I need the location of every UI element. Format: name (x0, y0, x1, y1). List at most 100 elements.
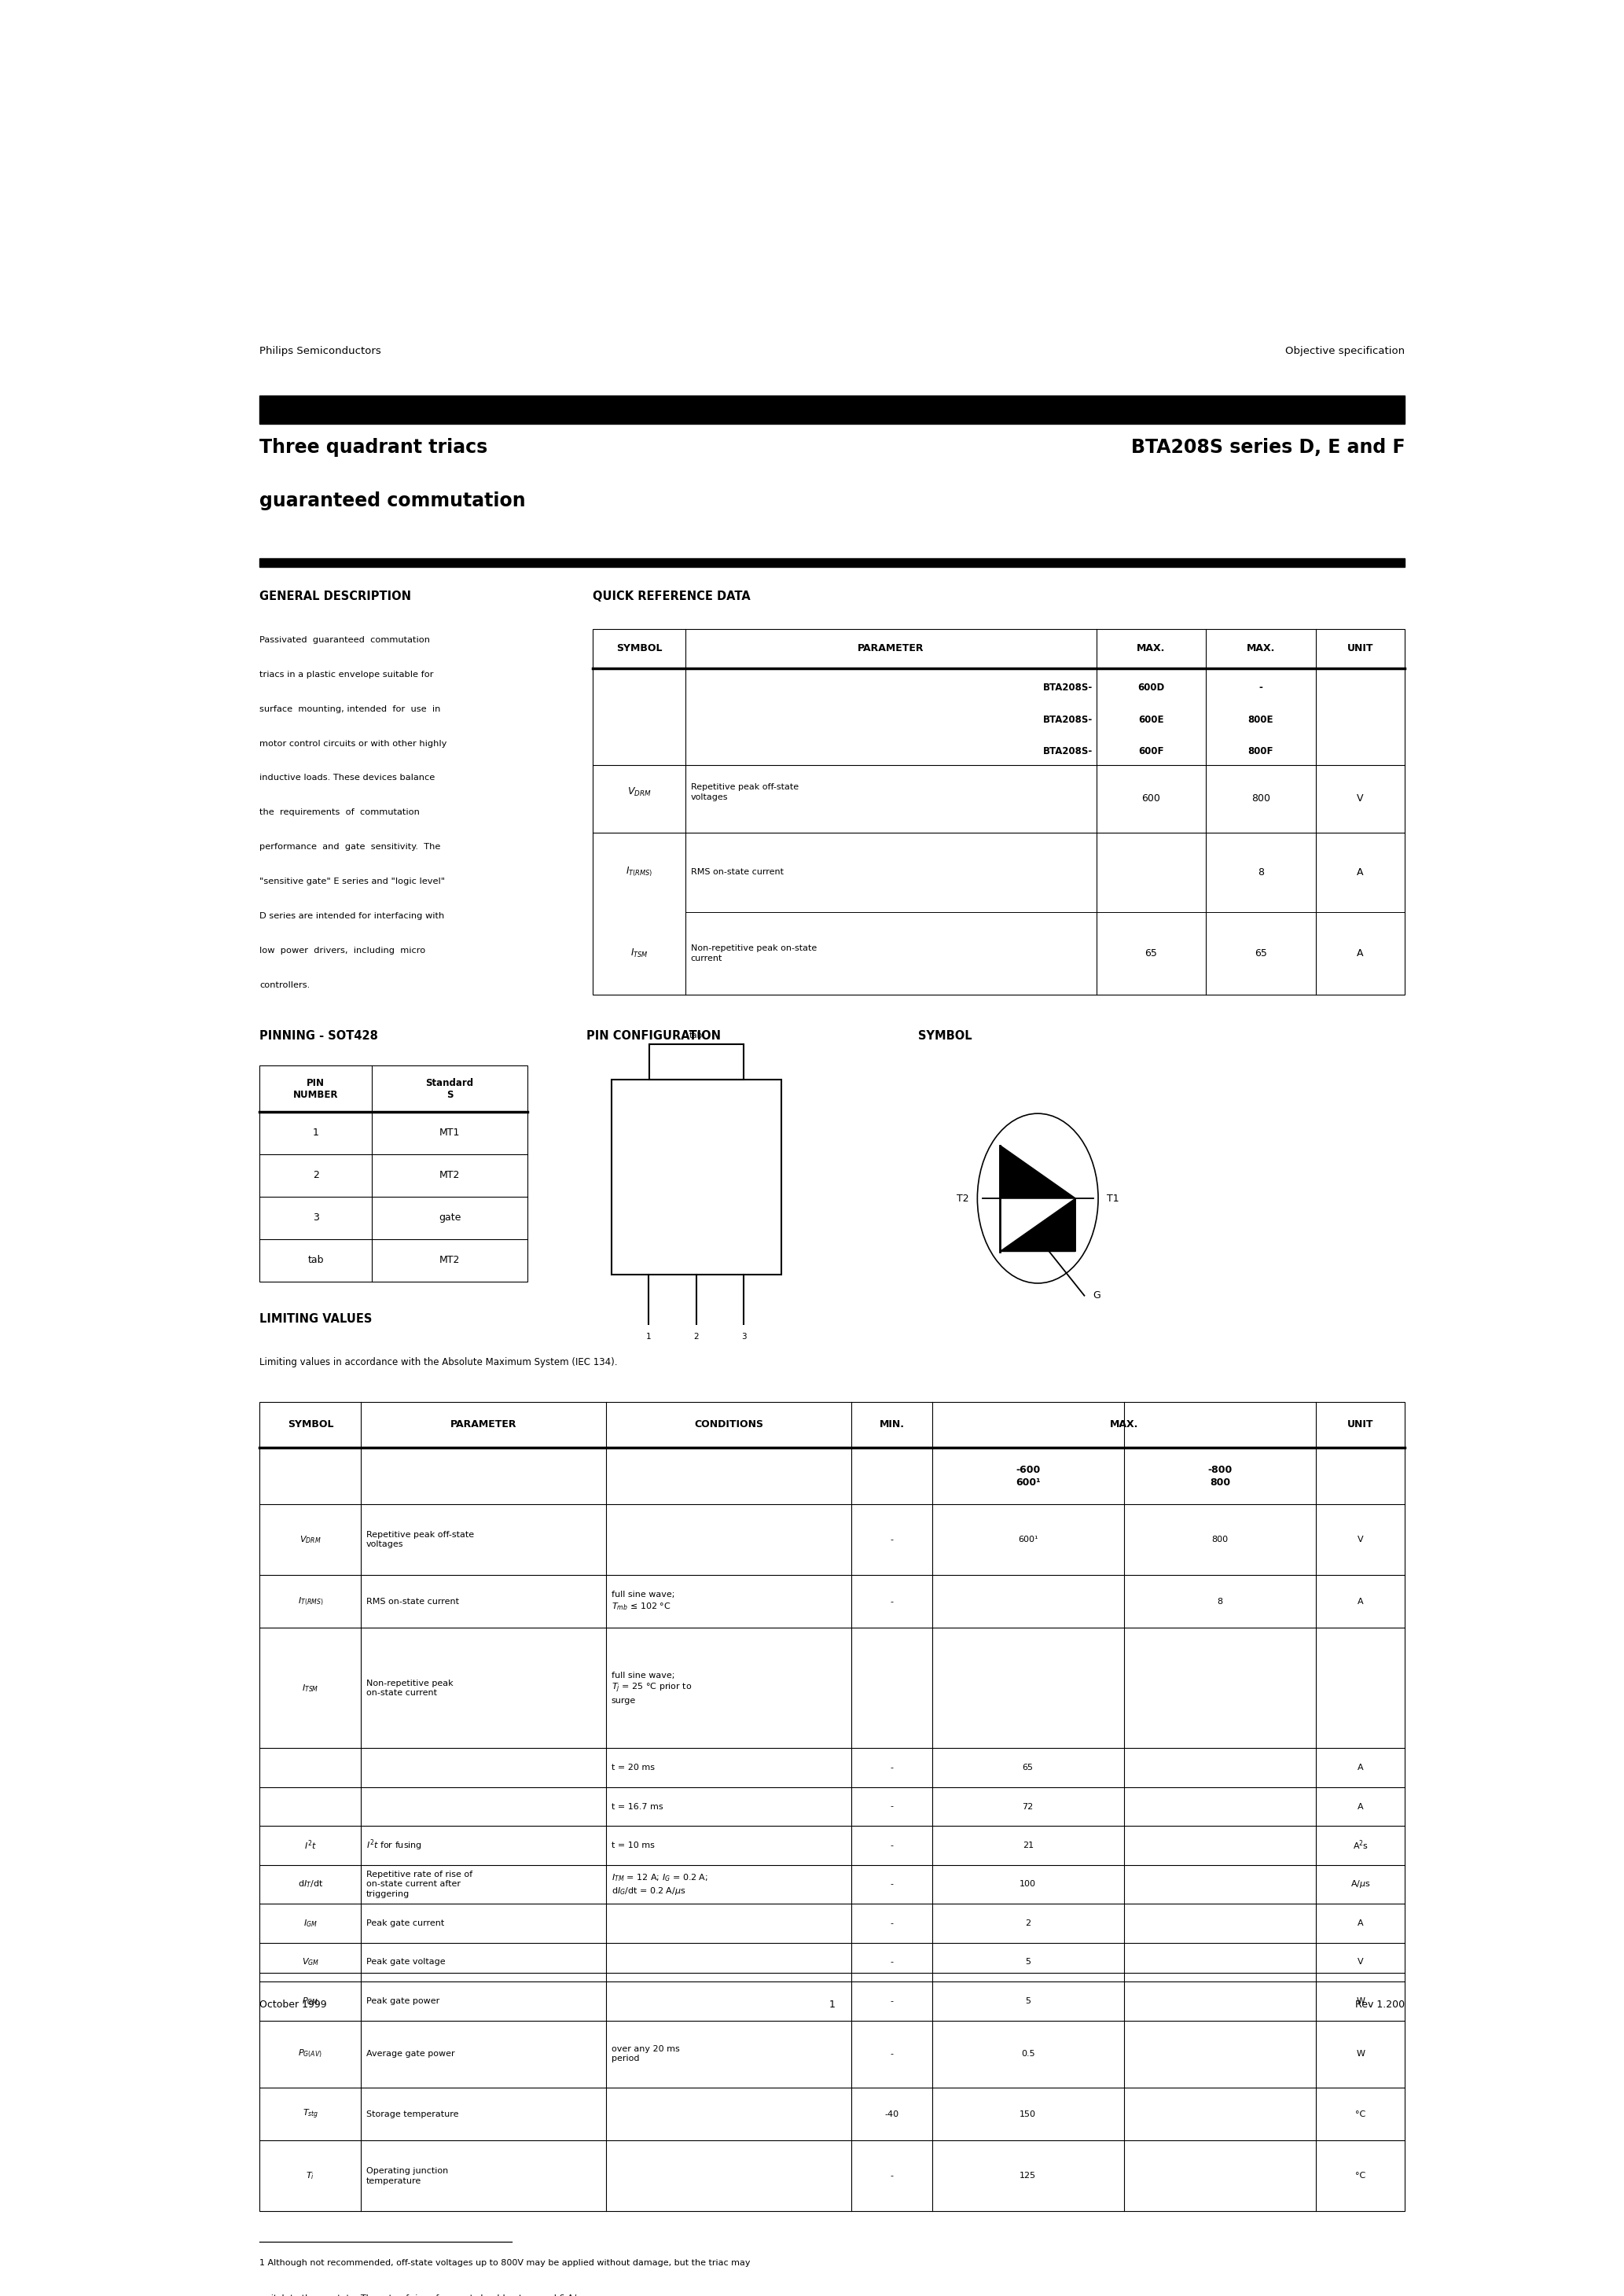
Text: 3: 3 (741, 1332, 747, 1341)
Text: 1: 1 (313, 1127, 318, 1139)
Text: -: - (890, 1598, 893, 1605)
Text: controllers.: controllers. (260, 980, 310, 990)
Text: QUICK REFERENCE DATA: QUICK REFERENCE DATA (593, 590, 750, 602)
Bar (260, 558, 1405, 567)
Text: Objective specification: Objective specification (1285, 347, 1405, 356)
Text: $V_{DRM}$: $V_{DRM}$ (627, 785, 651, 799)
Text: MAX.: MAX. (1247, 643, 1275, 654)
Text: $I_{TSM}$: $I_{TSM}$ (630, 948, 648, 960)
Text: -: - (890, 1919, 893, 1926)
Text: -: - (890, 1880, 893, 1887)
Text: Repetitive rate of rise of
on-state current after
triggering: Repetitive rate of rise of on-state curr… (365, 1871, 473, 1899)
Text: motor control circuits or with other highly: motor control circuits or with other hig… (260, 739, 447, 748)
Text: Average gate power: Average gate power (365, 2050, 455, 2057)
Text: 800: 800 (1212, 1536, 1228, 1543)
Text: A/$\mu$s: A/$\mu$s (1350, 1878, 1371, 1890)
Text: October 1999: October 1999 (260, 2000, 326, 2009)
Text: Peak gate voltage: Peak gate voltage (365, 1958, 445, 1965)
Text: GENERAL DESCRIPTION: GENERAL DESCRIPTION (260, 590, 411, 602)
Text: Rev 1.200: Rev 1.200 (1356, 2000, 1405, 2009)
Text: D series are intended for interfacing with: D series are intended for interfacing wi… (260, 912, 445, 921)
Text: t = 16.7 ms: t = 16.7 ms (611, 1802, 663, 1812)
Text: 2: 2 (313, 1171, 318, 1180)
Text: SYMBOL: SYMBOL (287, 1419, 333, 1430)
Text: Passivated  guaranteed  commutation: Passivated guaranteed commutation (260, 636, 430, 645)
Text: T1: T1 (1108, 1194, 1119, 1203)
Polygon shape (1000, 1199, 1075, 1251)
Bar (650, 1045, 744, 1079)
Text: 150: 150 (1020, 2110, 1036, 2119)
Text: "sensitive gate" E series and "logic level": "sensitive gate" E series and "logic lev… (260, 877, 445, 886)
Text: 100: 100 (1020, 1880, 1036, 1887)
Bar (593, 629, 1405, 994)
Text: -: - (890, 1958, 893, 1965)
Text: W: W (1356, 2050, 1364, 2057)
Text: MT2: MT2 (440, 1256, 460, 1265)
Text: -: - (1259, 682, 1262, 693)
Text: UNIT: UNIT (1348, 1419, 1374, 1430)
Text: 1: 1 (830, 2000, 835, 2009)
Text: $I^2t$ for fusing: $I^2t$ for fusing (365, 1839, 422, 1853)
Text: CONDITIONS: CONDITIONS (695, 1419, 763, 1430)
Text: BTA208S-: BTA208S- (1043, 714, 1093, 726)
Text: -600
600¹: -600 600¹ (1015, 1465, 1041, 1488)
Text: $I_{T(RMS)}$: $I_{T(RMS)}$ (297, 1596, 323, 1607)
Text: 800F: 800F (1247, 746, 1273, 755)
Text: BTA208S series D, E and F: BTA208S series D, E and F (1130, 439, 1405, 457)
Text: A: A (1358, 1802, 1364, 1812)
Text: 1: 1 (646, 1332, 651, 1341)
Text: BTA208S-: BTA208S- (1043, 746, 1093, 755)
Text: 2: 2 (1025, 1919, 1031, 1926)
Text: PARAMETER: PARAMETER (857, 643, 924, 654)
Text: $T_i$: $T_i$ (305, 2170, 315, 2181)
Text: Operating junction
temperature: Operating junction temperature (365, 2167, 448, 2186)
Text: full sine wave;
$T_j$ = 25 °C prior to
surge: full sine wave; $T_j$ = 25 °C prior to s… (611, 1671, 692, 1704)
Text: 2: 2 (693, 1332, 698, 1341)
Text: 800: 800 (1250, 794, 1270, 804)
Bar (260, 1401, 1405, 2211)
Text: 72: 72 (1023, 1802, 1033, 1812)
Text: the  requirements  of  commutation: the requirements of commutation (260, 808, 421, 817)
Text: 125: 125 (1020, 2172, 1036, 2179)
Text: 600E: 600E (1138, 714, 1164, 726)
Text: A: A (1358, 1598, 1364, 1605)
Text: °C: °C (1354, 2172, 1366, 2179)
Polygon shape (1000, 1146, 1075, 1199)
Text: RMS on-state current: RMS on-state current (690, 868, 784, 877)
Text: t = 10 ms: t = 10 ms (611, 1841, 654, 1848)
Text: 8: 8 (1216, 1598, 1223, 1605)
Text: -: - (890, 1536, 893, 1543)
Text: -: - (890, 2050, 893, 2057)
Text: -: - (890, 1802, 893, 1812)
Text: t = 20 ms: t = 20 ms (611, 1763, 654, 1773)
Text: gate: gate (438, 1212, 461, 1224)
Text: 3: 3 (313, 1212, 318, 1224)
Text: d$I_T$/dt: d$I_T$/dt (297, 1878, 323, 1890)
Text: $I^2t$: $I^2t$ (304, 1839, 317, 1853)
Text: guaranteed commutation: guaranteed commutation (260, 491, 526, 510)
Text: -800
800: -800 800 (1208, 1465, 1233, 1488)
Text: 1 Although not recommended, off-state voltages up to 800V may be applied without: 1 Although not recommended, off-state vo… (260, 2259, 750, 2266)
Text: over any 20 ms
period: over any 20 ms period (611, 2046, 679, 2062)
Text: 65: 65 (1254, 948, 1267, 960)
Text: Three quadrant triacs: Three quadrant triacs (260, 439, 487, 457)
Text: BTA208S-: BTA208S- (1043, 682, 1093, 693)
Text: RMS on-state current: RMS on-state current (365, 1598, 460, 1605)
Bar (260, 1065, 528, 1281)
Text: PIN
NUMBER: PIN NUMBER (294, 1077, 338, 1100)
Text: PARAMETER: PARAMETER (450, 1419, 516, 1430)
Text: $I_{GM}$: $I_{GM}$ (304, 1917, 317, 1929)
Text: Peak gate power: Peak gate power (365, 1998, 440, 2004)
Text: inductive loads. These devices balance: inductive loads. These devices balance (260, 774, 435, 783)
Text: Limiting values in accordance with the Absolute Maximum System (IEC 134).: Limiting values in accordance with the A… (260, 1357, 617, 1368)
Text: Philips Semiconductors: Philips Semiconductors (260, 347, 382, 356)
Bar (611, 1079, 781, 1274)
Text: Repetitive peak off-state
voltages: Repetitive peak off-state voltages (365, 1531, 474, 1548)
Text: MT1: MT1 (440, 1127, 460, 1139)
Text: V: V (1358, 794, 1364, 804)
Text: $I_{TSM}$: $I_{TSM}$ (302, 1683, 318, 1694)
Text: PIN CONFIGURATION: PIN CONFIGURATION (586, 1031, 721, 1042)
Text: 0.5: 0.5 (1021, 2050, 1034, 2057)
Text: $T_{stg}$: $T_{stg}$ (302, 2108, 318, 2122)
Text: $I_{TM}$ = 12 A; $I_G$ = 0.2 A;
d$I_G$/dt = 0.2 A/$\mu$s: $I_{TM}$ = 12 A; $I_G$ = 0.2 A; d$I_G$/d… (611, 1871, 708, 1896)
